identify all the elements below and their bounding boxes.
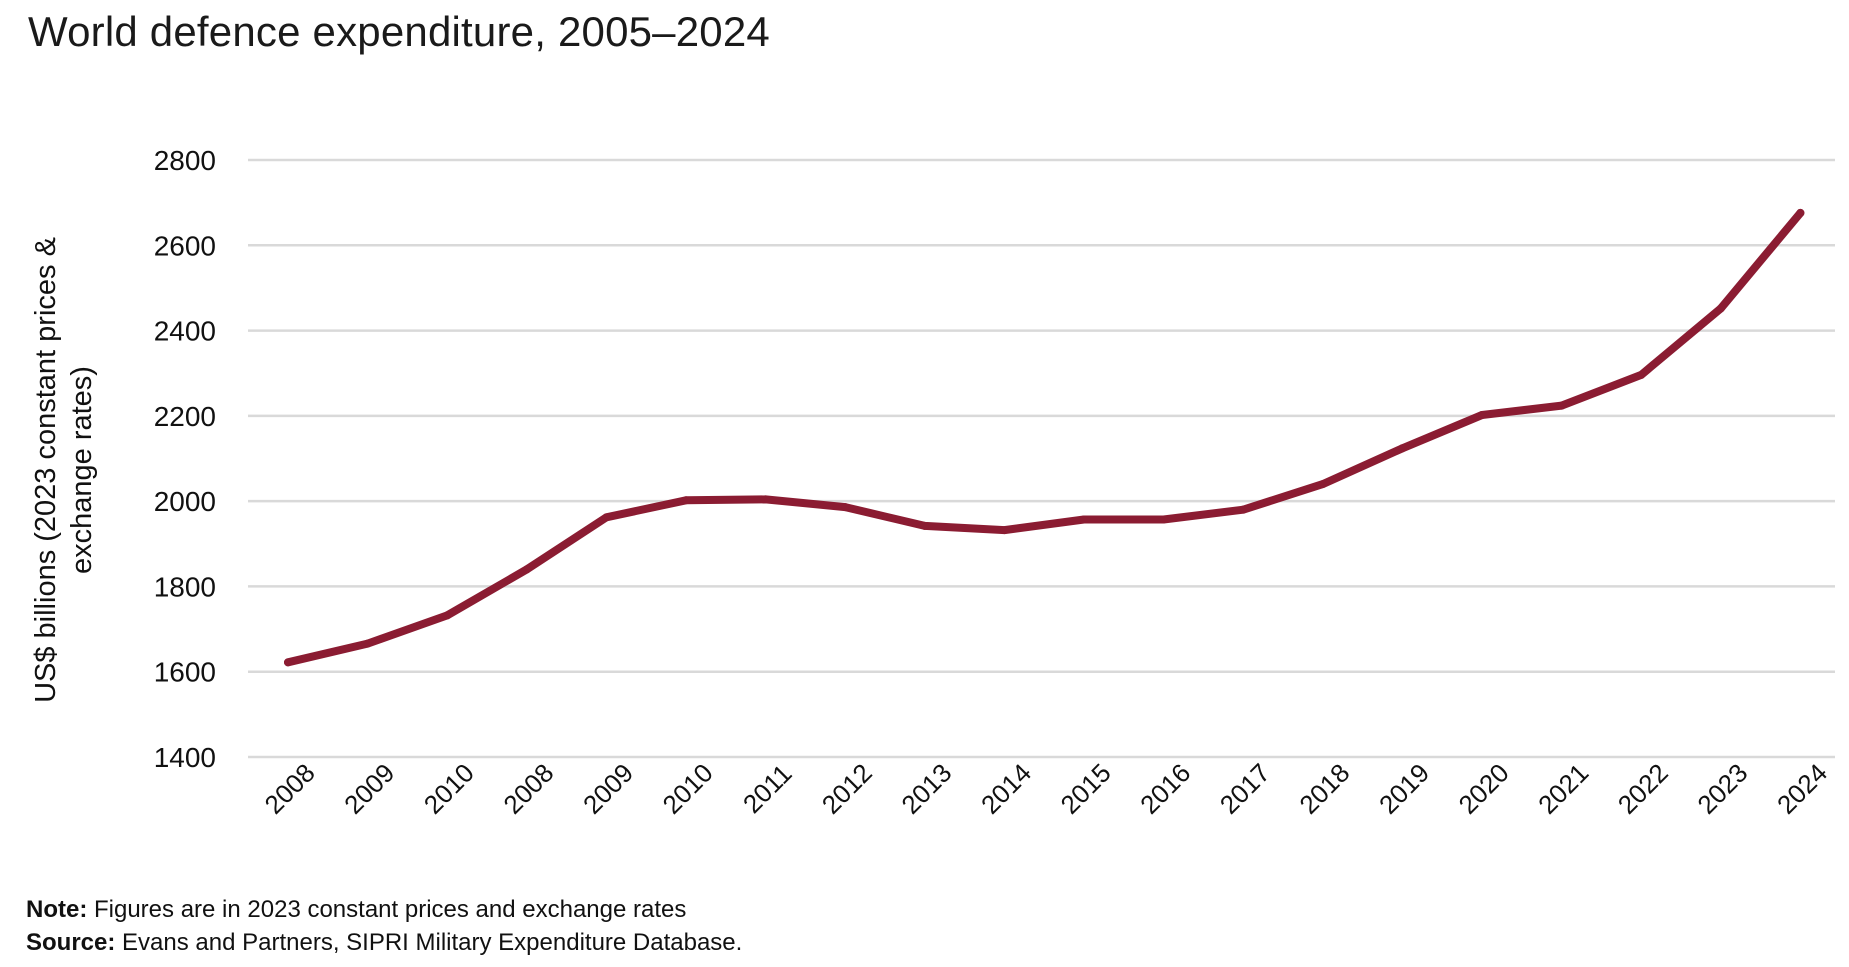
note-text: Figures are in 2023 constant prices and … (87, 896, 687, 923)
data-point (1080, 515, 1088, 524)
data-point (1716, 304, 1725, 313)
x-tick-label: 2022 (1612, 758, 1674, 820)
data-point (920, 521, 929, 530)
y-tick-label: 1800 (154, 571, 216, 602)
note-line: Note: Figures are in 2023 constant price… (26, 893, 742, 926)
y-tick-label: 2400 (154, 316, 216, 347)
data-point (682, 496, 690, 505)
y-tick-label: 1400 (154, 742, 216, 773)
x-tick-label: 2011 (737, 758, 798, 819)
y-tick-label: 2000 (154, 486, 216, 517)
source-line: Source: Evans and Partners, SIPRI Milita… (26, 926, 742, 959)
source-label: Source: (26, 929, 116, 956)
x-axis-ticks: 2008 2009 2010 2008 2009 2010 2011 2012 2013 2014… (259, 758, 1834, 820)
data-point (1478, 411, 1486, 420)
note-label: Note: (26, 896, 88, 923)
x-tick-label: 2017 (1214, 758, 1276, 820)
x-tick-label: 2012 (816, 758, 878, 820)
y-tick-label: 1600 (154, 657, 216, 688)
series-layer (284, 208, 1805, 667)
x-tick-label: 2021 (1532, 758, 1594, 820)
data-point (761, 495, 770, 504)
x-tick-label: 2016 (1134, 758, 1196, 820)
x-tick-label: 2008 (259, 758, 321, 820)
x-tick-label: 2020 (1453, 758, 1515, 820)
series-line (284, 208, 1805, 667)
x-tick-label: 2013 (895, 758, 957, 820)
data-point (1796, 208, 1805, 217)
data-point (522, 565, 531, 574)
x-tick-label: 2009 (338, 758, 400, 820)
chart-title: World defence expenditure, 2005–2024 (28, 8, 770, 55)
data-point (1318, 480, 1327, 489)
data-point (602, 513, 611, 522)
gridlines (248, 158, 1835, 759)
data-point (443, 611, 452, 620)
x-tick-label: 2010 (657, 758, 719, 820)
x-tick-label: 2009 (577, 758, 639, 820)
x-tick-label: 2015 (1055, 758, 1117, 820)
data-point (1239, 505, 1248, 514)
x-tick-label: 2023 (1691, 758, 1753, 820)
x-tick-label: 2019 (1373, 758, 1435, 820)
x-tick-label: 2008 (497, 758, 559, 820)
x-tick-label: 2010 (418, 758, 480, 820)
data-point (1637, 370, 1646, 379)
y-tick-label: 2800 (154, 145, 216, 176)
y-tick-label: 2200 (154, 401, 216, 432)
data-point (1557, 401, 1566, 410)
data-point (1000, 526, 1009, 535)
data-point (841, 503, 850, 512)
data-point (284, 658, 292, 667)
x-tick-label: 2024 (1771, 758, 1833, 820)
chart-notes: Note: Figures are in 2023 constant price… (26, 893, 742, 959)
y-tick-label: 2600 (154, 230, 216, 261)
source-text: Evans and Partners, SIPRI Military Expen… (115, 929, 743, 956)
x-tick-label: 2014 (975, 758, 1037, 820)
data-point (363, 639, 372, 648)
data-point (1398, 444, 1407, 453)
data-point (1159, 515, 1168, 524)
y-axis-ticks: 1400 1600 1800 2000 2200 2400 2600 2800 (154, 145, 216, 773)
x-tick-label: 2018 (1293, 758, 1355, 820)
